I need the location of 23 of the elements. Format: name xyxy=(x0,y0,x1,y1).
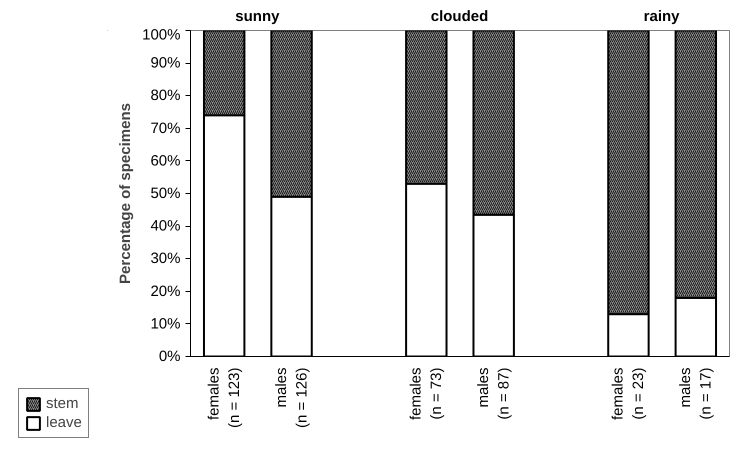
annotation: rainy xyxy=(644,7,680,27)
x-tick-label: females (n = 23) xyxy=(610,367,648,420)
y-tick-label: 10% xyxy=(150,315,181,332)
y-axis-title: Percentage of specimens xyxy=(117,103,134,284)
x-tick-label: males (n = 17) xyxy=(677,367,715,420)
y-tick-label: 30% xyxy=(150,250,181,268)
y-tick-label: 80% xyxy=(150,87,181,104)
annotation: clouded xyxy=(430,7,488,27)
y-tick-label: 100% xyxy=(142,26,181,44)
legend-label: stem xyxy=(46,395,79,412)
y-tick-label: 0% xyxy=(158,348,181,365)
legend-label: leave xyxy=(46,414,82,431)
y-tick-label: 60% xyxy=(150,152,181,170)
y-tick-label: 90% xyxy=(150,54,181,72)
y-tick-label: 50% xyxy=(150,185,181,202)
annotation: sunny xyxy=(235,7,280,27)
y-tick-label: 40% xyxy=(150,218,181,235)
x-tick-label: females (n = 123) xyxy=(205,367,243,428)
x-tick-label: males (n = 87) xyxy=(474,367,512,420)
x-tick-label: males (n = 126) xyxy=(272,367,310,428)
x-tick-label: females (n = 73) xyxy=(408,367,446,420)
y-tick-label: 20% xyxy=(150,282,181,300)
y-tick-label: 70% xyxy=(150,120,181,137)
